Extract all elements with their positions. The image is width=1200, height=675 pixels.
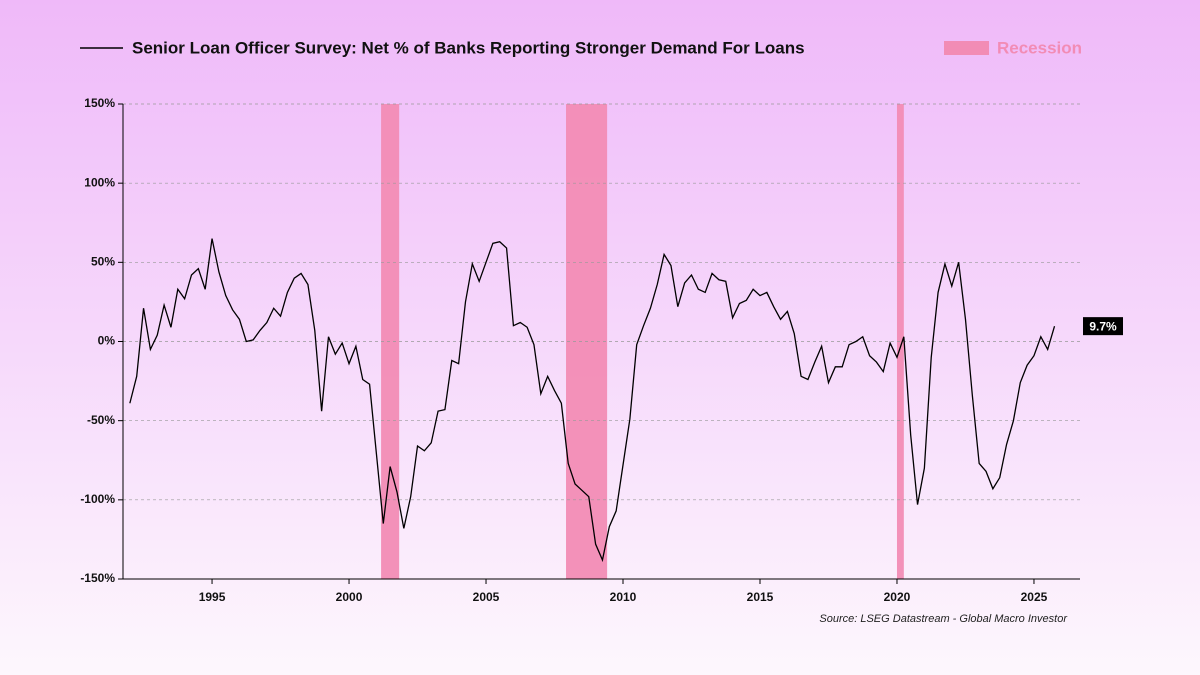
x-tick-label: 1995	[199, 590, 226, 604]
x-tick-label: 2000	[336, 590, 363, 604]
x-tick-label: 2015	[747, 590, 774, 604]
end-label: 9.7%	[1089, 319, 1117, 333]
end-label-box	[1083, 317, 1123, 336]
x-tick-label: 2020	[884, 590, 911, 604]
legend-swatch	[944, 41, 989, 55]
y-tick-label: 150%	[84, 96, 115, 110]
y-tick-label: -100%	[80, 492, 115, 506]
y-tick-label: 50%	[91, 255, 115, 269]
legend-label: Senior Loan Officer Survey: Net % of Ban…	[132, 38, 805, 57]
series-line	[129, 238, 1056, 563]
source: Source: LSEG Datastream - Global Macro I…	[819, 613, 1068, 625]
x-tick-label: 2025	[1021, 590, 1048, 604]
y-tick-label: -50%	[87, 413, 115, 427]
recession-band	[896, 104, 904, 579]
recession-band	[381, 104, 400, 579]
y-tick-label: 0%	[98, 334, 116, 348]
y-tick-label: -150%	[80, 571, 115, 585]
y-tick-label: 100%	[84, 175, 115, 189]
legend-label: Recession	[997, 38, 1082, 57]
x-tick-label: 2010	[610, 590, 637, 604]
x-tick-label: 2005	[473, 590, 500, 604]
